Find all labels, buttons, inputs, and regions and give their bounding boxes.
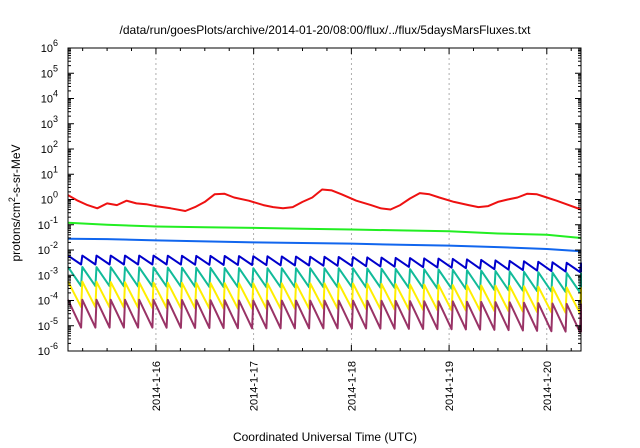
x-tick-label: 2014-1-18 — [346, 361, 358, 411]
y-axis: 10-6 10-5 10-4 10-3 10-2 10-1 100 101 102 103 104 1… — [38, 38, 581, 358]
y-tick-label: 106 — [41, 38, 58, 55]
series-group — [67, 188, 582, 333]
series-line-6 — [67, 298, 582, 333]
y-tick-label: 101 — [41, 164, 58, 181]
x-tick-label: 2014-1-19 — [444, 361, 456, 411]
y-tick-label: 10-1 — [38, 215, 58, 232]
y-axis-label: protons/cm2-s-sr-MeV — [7, 144, 23, 261]
x-tick-label: 2014-1-17 — [249, 361, 261, 411]
y-tick-label: 10-5 — [38, 316, 58, 333]
y-tick-label: 10-2 — [38, 240, 58, 257]
x-tick-label: 2014-1-20 — [542, 361, 554, 411]
series-line-0 — [67, 188, 582, 212]
x-axis-label: Coordinated Universal Time (UTC) — [233, 430, 417, 444]
y-tick-label: 100 — [41, 190, 58, 207]
y-tick-label: 10-3 — [38, 265, 58, 282]
series-line-4 — [67, 266, 582, 294]
chart-title: /data/run/goesPlots/archive/2014-01-20/0… — [120, 23, 532, 37]
y-tick-label: 10-4 — [38, 291, 58, 308]
series-line-1 — [67, 221, 582, 239]
y-tick-label: 104 — [41, 89, 58, 106]
y-tick-label: 105 — [41, 63, 58, 80]
y-tick-label: 10-6 — [38, 341, 58, 358]
x-tick-label: 2014-1-16 — [151, 361, 163, 411]
y-tick-label: 102 — [41, 139, 58, 156]
series-line-5 — [67, 280, 582, 315]
series-line-3 — [67, 254, 582, 273]
series-line-2 — [67, 237, 582, 253]
y-tick-label: 103 — [41, 114, 58, 131]
x-axis: 2014-1-16 2014-1-17 2014-1-18 2014-1-19 2014… — [82, 48, 572, 411]
